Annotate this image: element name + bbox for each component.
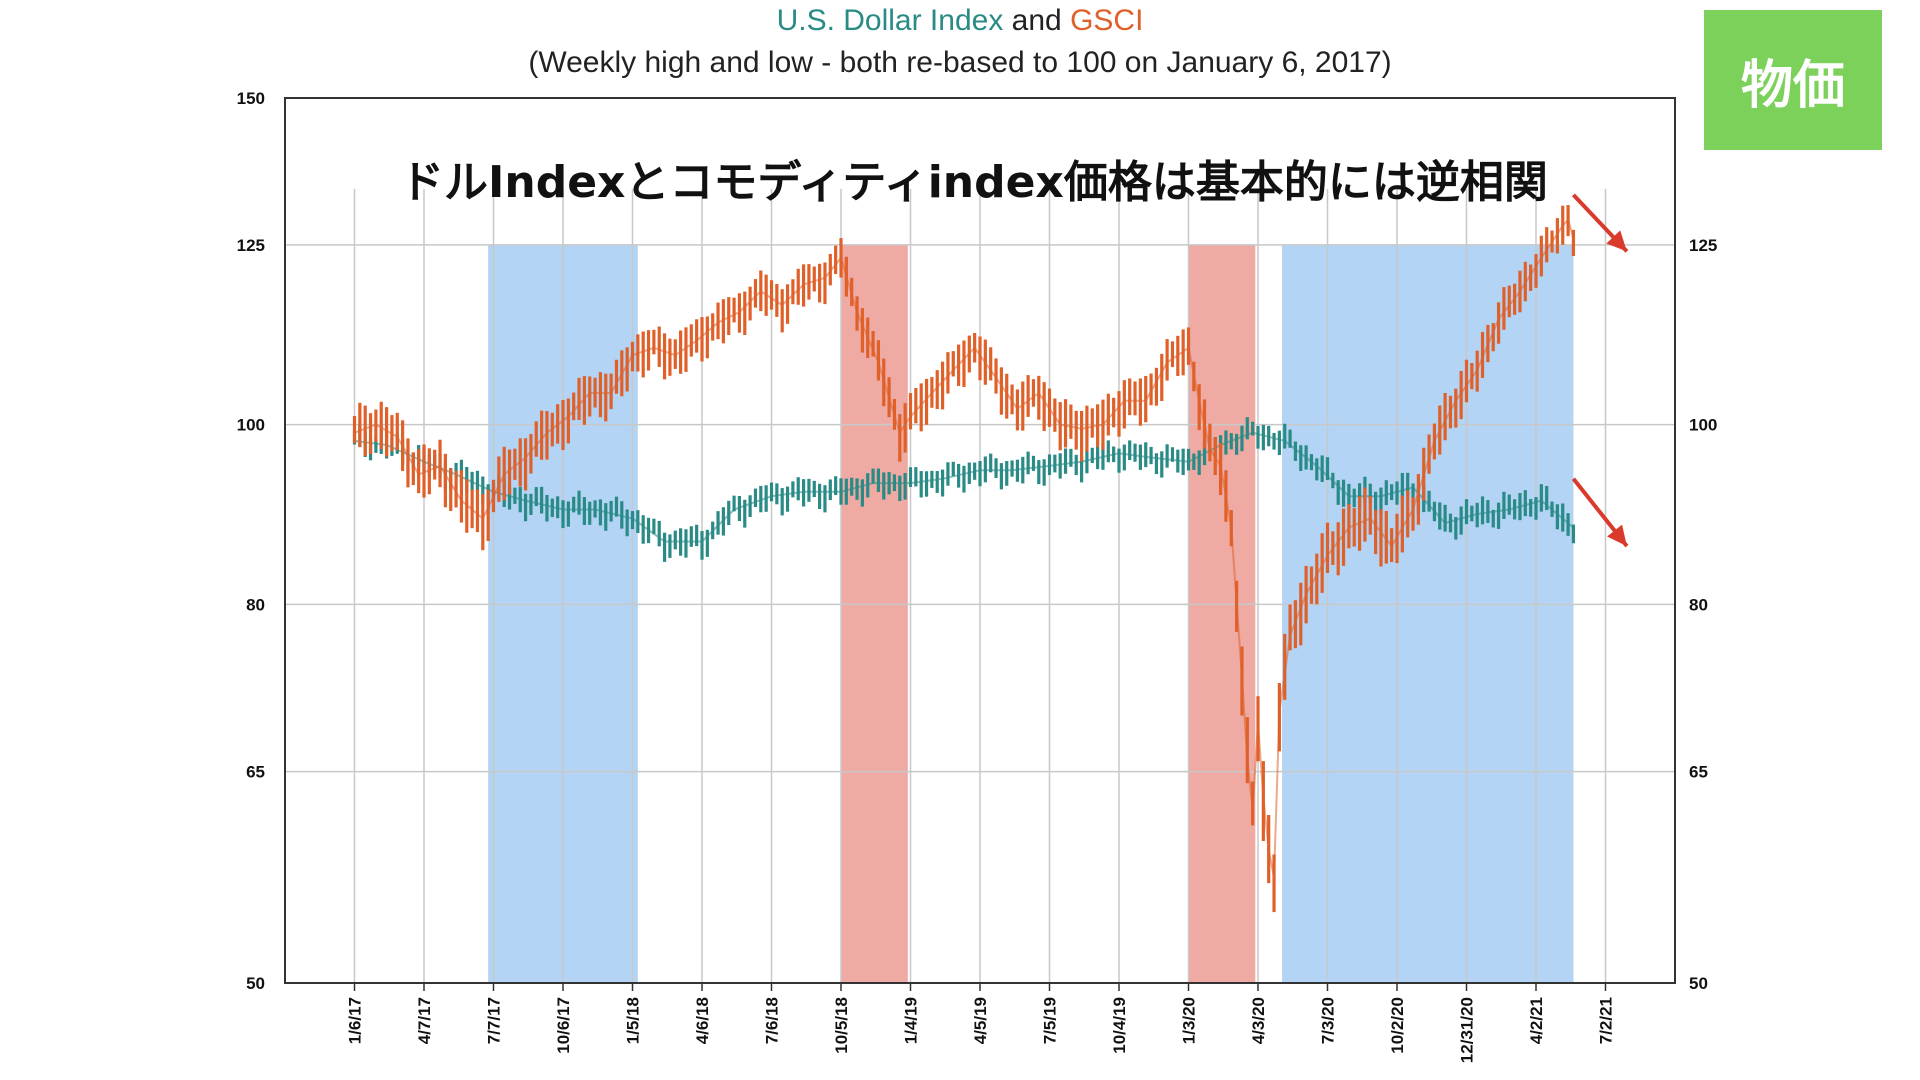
y-tick-label-right: 65: [1689, 763, 1708, 782]
x-tick-label: 10/6/17: [554, 997, 573, 1054]
x-tick-label: 1/6/17: [346, 997, 365, 1044]
x-tick-label: 7/3/20: [1319, 997, 1338, 1044]
shaded-region-blue-3: [1282, 244, 1574, 983]
x-tick-label: 4/7/17: [415, 997, 434, 1044]
y-tick-label-left: 125: [237, 236, 265, 255]
x-tick-label: 7/5/19: [1041, 997, 1060, 1044]
annotation-text: ドルIndexとコモディティindex価格は基本的には逆相関: [400, 157, 1548, 208]
data-series: [352, 205, 1576, 913]
x-tick-label: 7/7/17: [485, 997, 504, 1044]
x-tick-label: 1/3/20: [1180, 997, 1199, 1044]
trend-arrows: [1571, 193, 1629, 548]
y-tick-label-right: 100: [1689, 416, 1717, 435]
trend-arrow-head-0: [1606, 230, 1627, 252]
y-tick-label-right: 125: [1689, 236, 1717, 255]
trend-arrow-head-1: [1607, 524, 1627, 547]
title-and-label: and: [1003, 4, 1071, 37]
x-tick-label: 10/2/20: [1388, 997, 1407, 1054]
x-tick-label: 1/5/18: [624, 997, 643, 1044]
x-tick-label: 1/4/19: [902, 997, 921, 1044]
y-tick-label-left: 80: [246, 595, 265, 614]
y-tick-label-left: 150: [237, 89, 265, 108]
x-tick-label: 4/6/18: [693, 997, 712, 1044]
x-tick-label: 10/5/18: [832, 997, 851, 1054]
y-tick-label-right: 50: [1689, 974, 1708, 993]
price-badge: 物価: [1704, 10, 1882, 150]
y-tick-label-left: 50: [246, 974, 265, 993]
shaded-bands: [488, 244, 1574, 983]
x-tick-label: 4/3/20: [1249, 997, 1268, 1044]
chart-subtitle: (Weekly high and low - both re-based to …: [528, 46, 1392, 79]
title-gsci-label: GSCI: [1070, 4, 1144, 37]
x-tick-label: 7/2/21: [1597, 997, 1616, 1044]
shaded-region-red-1: [841, 244, 908, 983]
y-tick-label-left: 65: [246, 763, 265, 782]
x-tick-label: 12/31/20: [1458, 997, 1477, 1063]
y-tick-label-left: 100: [237, 416, 265, 435]
grid-lines: [285, 188, 1675, 983]
x-tick-label: 4/5/19: [971, 997, 990, 1044]
x-tick-label: 7/6/18: [763, 997, 782, 1044]
title-usd-label: U.S. Dollar Index: [776, 4, 1004, 37]
shaded-region-red-2: [1188, 244, 1256, 983]
x-tick-label: 10/4/19: [1110, 997, 1129, 1054]
axis-ticks: 150 125 100 80 65 50 125 100 80 65 50 1/6/17 4/7/17 7…: [237, 89, 1718, 1063]
y-tick-label-right: 80: [1689, 595, 1708, 614]
x-tick-label: 4/2/21: [1527, 997, 1546, 1044]
chart-title: U.S. Dollar Index and GSCI: [0, 4, 1920, 38]
